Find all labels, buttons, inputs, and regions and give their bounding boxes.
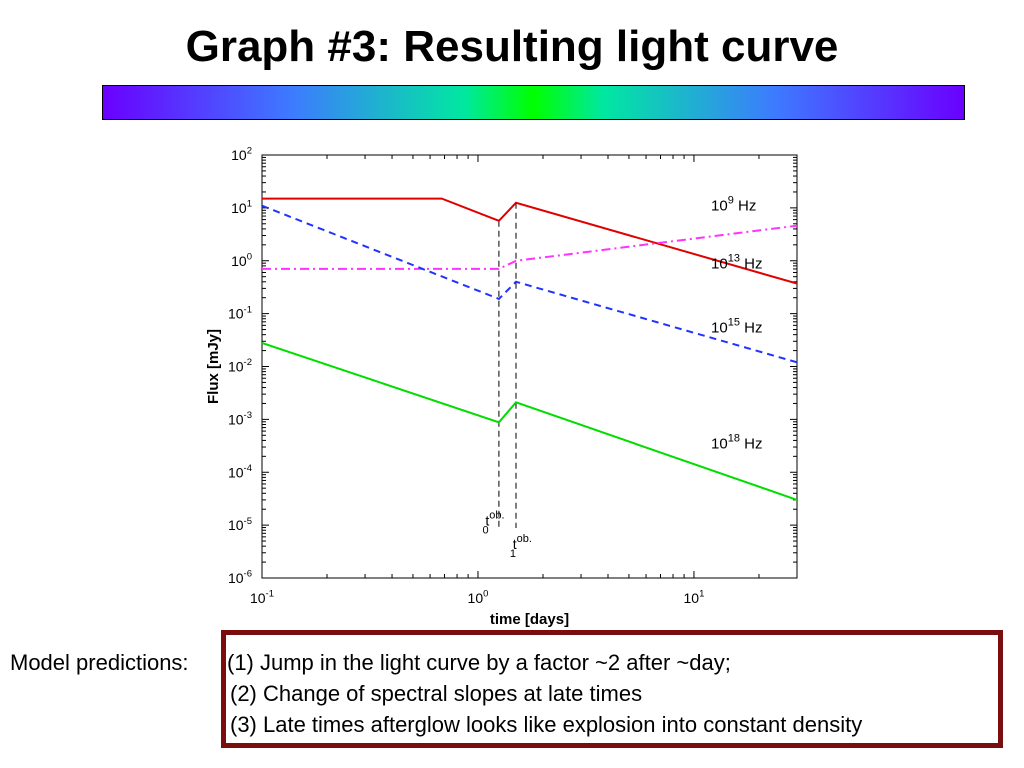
vline-label-t1: tob. 1	[510, 533, 532, 560]
y-tick-label: 10-1	[228, 304, 252, 321]
series-line-9hz	[262, 197, 797, 285]
x-tick-label: 101	[684, 589, 705, 606]
predictions-box	[221, 630, 1003, 748]
x-tick-label: 10-1	[250, 589, 274, 606]
prediction-item-1: (1) Jump in the light curve by a factor …	[227, 650, 731, 675]
y-tick-label: 101	[231, 199, 252, 216]
y-tick-label: 102	[231, 146, 252, 163]
x-axis-label: time [days]	[490, 611, 569, 628]
predictions-label: Model predictions:	[10, 650, 189, 675]
y-tick-label: 10-5	[228, 516, 252, 533]
prediction-item-3: (3) Late times afterglow looks like expl…	[230, 712, 863, 737]
y-tick-label: 10-4	[228, 463, 253, 480]
series-label-18hz: 1018 Hz	[711, 433, 762, 453]
plot-frame	[261, 154, 798, 579]
vline-label-t0: tob. 0	[483, 509, 505, 536]
series-label-15hz: 1015 Hz	[711, 316, 762, 336]
series-line-13hz	[262, 224, 797, 270]
light-curve-chart: 10-1 100 101 102 101 100 10-1 10-2 10-3 10-4 10-5 1…	[205, 146, 798, 628]
gradient-banner	[102, 85, 965, 120]
x-tick-label: 100	[468, 589, 489, 606]
series-label-9hz: 109 Hz	[711, 194, 756, 214]
y-tick-label: 10-6	[228, 569, 252, 586]
y-tick-label: 100	[231, 251, 252, 268]
prediction-item-2: (2) Change of spectral slopes at late ti…	[230, 681, 643, 706]
slide-title: Graph #3: Resulting light curve	[185, 22, 839, 71]
y-tick-label: 10-3	[228, 410, 252, 427]
y-axis-label: Flux [mJy]	[205, 329, 222, 404]
y-tick-label: 10-2	[228, 357, 252, 374]
series-line-15hz	[262, 204, 797, 364]
series-line-18hz	[262, 341, 797, 501]
series-label-13hz: 1013 Hz	[711, 252, 762, 272]
